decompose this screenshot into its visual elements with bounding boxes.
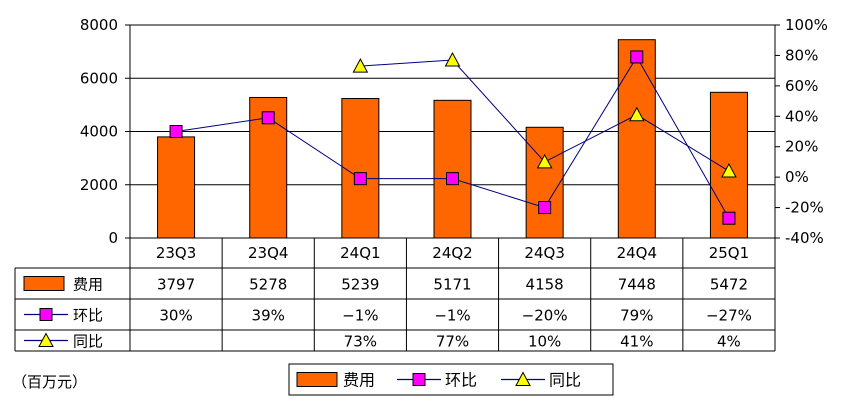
同比-point xyxy=(721,163,737,178)
bar-23Q3 xyxy=(157,136,196,239)
环比-point xyxy=(538,201,552,215)
table-cell: −1% xyxy=(342,307,378,325)
环比-point xyxy=(353,172,367,186)
row-label: 费用 xyxy=(73,276,103,294)
right-tick-label: 20% xyxy=(785,138,818,156)
category-label: 24Q1 xyxy=(340,244,380,262)
环比-point xyxy=(446,172,459,186)
table-cell: 5472 xyxy=(710,276,748,294)
table-cell: −20% xyxy=(522,307,568,325)
legend: 费用 环比 同比 xyxy=(288,363,614,396)
环比-legend-marker xyxy=(39,308,53,321)
table-cell: −27% xyxy=(706,307,752,325)
right-tick-label: 100% xyxy=(785,16,828,34)
legend-box xyxy=(288,363,614,396)
left-tick-label: 8000 xyxy=(80,16,118,34)
right-tick-label: 60% xyxy=(785,77,818,95)
环比-point xyxy=(169,125,183,138)
环比-point xyxy=(261,111,275,125)
费用-legend-key xyxy=(23,276,65,291)
legend-label: 同比 xyxy=(549,371,581,390)
unit-label: （百万元） xyxy=(12,373,87,391)
right-tick-label: -40% xyxy=(785,229,824,247)
category-label: 24Q3 xyxy=(524,244,564,262)
table-cell: 73% xyxy=(344,333,377,351)
row-label: 环比 xyxy=(73,307,103,325)
left-tick-label: 0 xyxy=(108,229,118,247)
table-cell: 30% xyxy=(159,307,192,325)
bar-24Q4 xyxy=(617,39,656,239)
同比-legend-marker xyxy=(38,332,54,347)
同比-point xyxy=(536,153,553,169)
right-tick-label: -20% xyxy=(785,199,824,217)
category-label: 23Q3 xyxy=(156,244,196,262)
category-label: 23Q4 xyxy=(248,244,288,262)
table-cell: −1% xyxy=(434,307,470,325)
table-cell: 5278 xyxy=(249,276,287,294)
同比-point xyxy=(628,106,645,122)
table-cell: 4% xyxy=(717,333,741,351)
bar-24Q2 xyxy=(433,99,472,239)
table-cell: 41% xyxy=(620,333,653,351)
right-tick-label: 80% xyxy=(785,46,818,64)
table-cell: 5171 xyxy=(433,276,471,294)
table-cell: 39% xyxy=(252,307,285,325)
right-tick-label: 40% xyxy=(785,107,818,125)
line-series xyxy=(169,50,737,225)
table-cell: 79% xyxy=(620,307,653,325)
table-cell: 7448 xyxy=(618,276,656,294)
同比-point xyxy=(444,51,461,67)
bar-24Q1 xyxy=(341,98,380,239)
category-label: 25Q1 xyxy=(709,244,749,262)
left-tick-label: 2000 xyxy=(80,176,118,194)
legend-label: 费用 xyxy=(343,371,375,390)
bar-24Q3 xyxy=(525,126,564,239)
费用-legend-key xyxy=(296,372,338,387)
table-cell: 10% xyxy=(528,333,561,351)
table-cell: 3797 xyxy=(157,276,195,294)
category-label: 24Q2 xyxy=(432,244,472,262)
right-tick-label: 0% xyxy=(785,168,809,186)
category-label: 24Q4 xyxy=(617,244,657,262)
环比-point xyxy=(630,50,644,64)
data-table: 23Q3 23Q4 24Q1 24Q2 24Q3 24Q4 25Q1 费用 3797 5278 52… xyxy=(14,238,776,352)
row-label: 同比 xyxy=(73,333,103,351)
table-cell: 4158 xyxy=(526,276,564,294)
left-tick-label: 6000 xyxy=(80,69,118,87)
同比-point xyxy=(352,58,369,73)
同比-legend-marker xyxy=(515,371,531,386)
环比-legend-marker xyxy=(412,373,426,386)
axes: 0 2000 4000 6000 8000 -40% -20% 0% 20% 40% 60% 80% 1… xyxy=(80,16,828,351)
bar-series xyxy=(157,39,748,239)
环比-point xyxy=(722,211,736,225)
legend-label: 环比 xyxy=(445,371,477,390)
table-cell: 77% xyxy=(436,333,469,351)
left-tick-label: 4000 xyxy=(80,123,118,141)
table-cell: 5239 xyxy=(341,276,379,294)
